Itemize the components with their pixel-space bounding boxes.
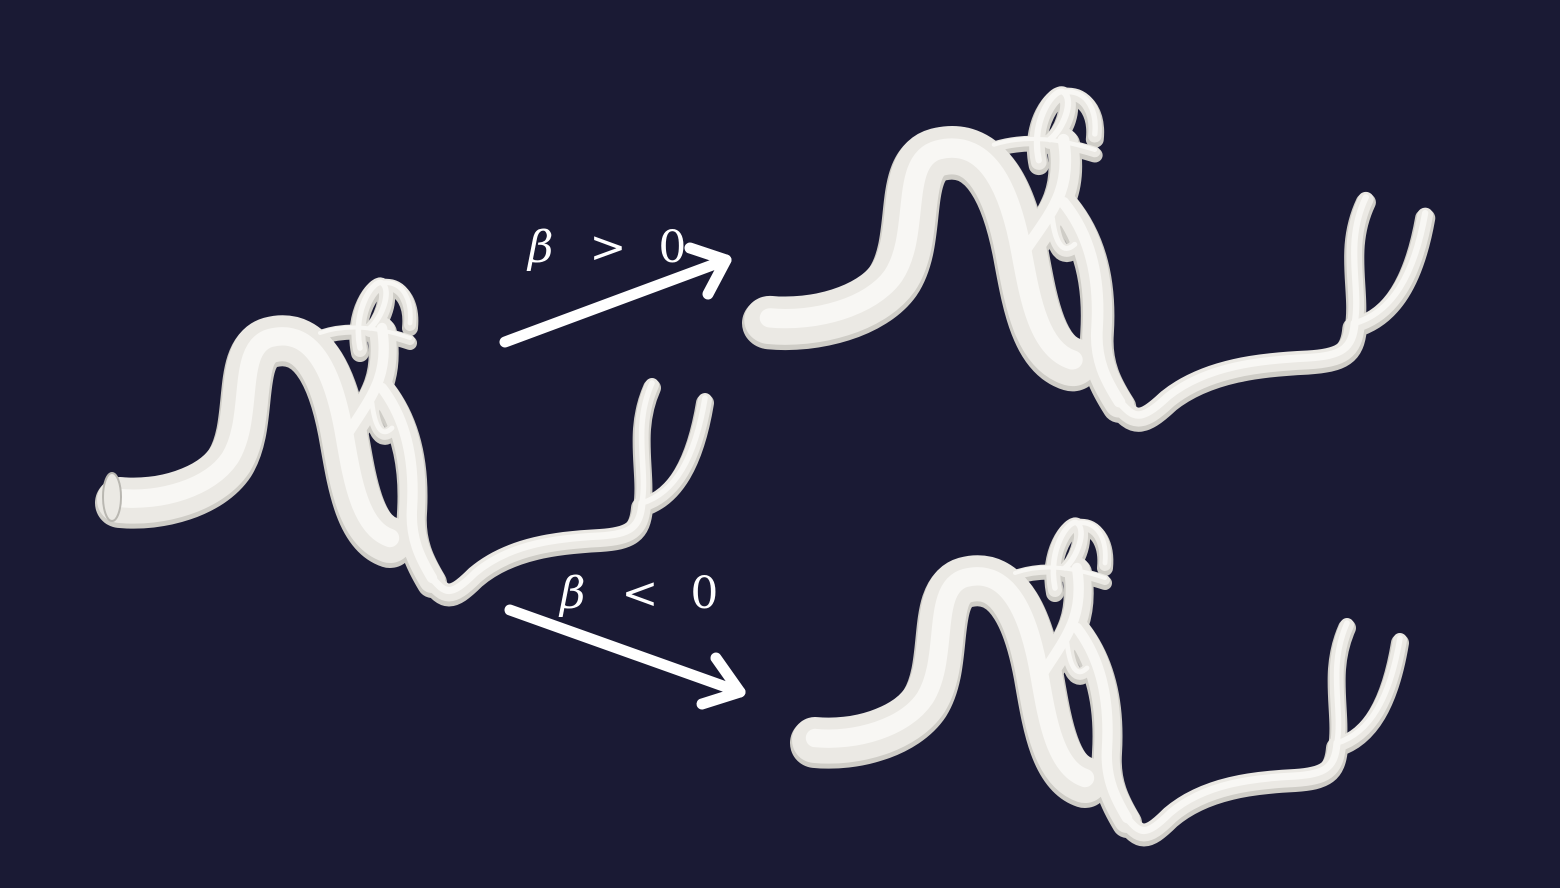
- vessel-highlight: [805, 519, 1403, 835]
- vessel-segment: [1351, 209, 1429, 327]
- vessel-segment: [1064, 640, 1090, 675]
- vessel-segment: [1074, 520, 1108, 566]
- arrow-shaft: [499, 254, 732, 348]
- vessel-segment: [759, 138, 1083, 370]
- vessel-segment: [1115, 319, 1359, 419]
- beta-positive-vessel-model: [741, 86, 1436, 432]
- beta-negative-vessel-model: [790, 517, 1409, 847]
- vessel-segment: [379, 280, 413, 326]
- beta-symbol: β: [558, 568, 585, 619]
- vessel-segment: [318, 325, 412, 340]
- arrow-head: [684, 242, 732, 300]
- vessel-segment: [1016, 133, 1072, 261]
- vessel-segment: [1049, 215, 1078, 251]
- vessel-segment: [1123, 739, 1341, 835]
- vessel-segment: [110, 327, 400, 548]
- vessel-inlet-cap: [102, 472, 122, 522]
- vessel-segment: [376, 382, 438, 584]
- beta-positive-arrow: β > 0: [499, 222, 732, 348]
- zero-value: 0: [658, 222, 686, 273]
- vessel-segment: [1060, 89, 1098, 137]
- vessel-segment: [339, 322, 389, 444]
- vessel-segment: [1333, 620, 1350, 746]
- vessel-segment: [639, 395, 708, 506]
- arrow-shaft: [504, 604, 746, 698]
- beta-negative-arrow: β < 0: [504, 568, 746, 710]
- beta-positive-label: β > 0: [526, 222, 686, 273]
- vessel-segment: [1351, 194, 1369, 327]
- vessel-segment: [369, 400, 395, 435]
- vessel-segment: [1057, 196, 1126, 408]
- vessel-segment: [1334, 635, 1403, 746]
- vessel-segment: [991, 136, 1098, 153]
- vessel-highlight: [759, 88, 1429, 419]
- vessel-segment: [428, 499, 646, 595]
- vessel-segment: [1013, 565, 1107, 580]
- vessel-segment: [805, 567, 1095, 788]
- greater-than-operator: >: [589, 222, 626, 273]
- original-vessel-model: [95, 277, 714, 607]
- beta-symbol: β: [526, 222, 553, 273]
- zero-value: 0: [690, 568, 718, 619]
- arrow-head: [696, 652, 746, 710]
- less-than-operator: <: [621, 568, 658, 619]
- beta-negative-label: β < 0: [558, 568, 718, 619]
- vessel-highlight: [110, 279, 708, 595]
- vessel-segment: [1071, 622, 1133, 824]
- vessel-segment: [638, 380, 655, 506]
- vessel-segment: [1034, 562, 1084, 684]
